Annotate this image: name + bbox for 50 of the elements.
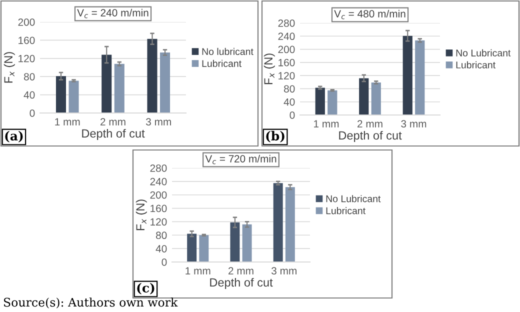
legend-label: No Lubricant bbox=[456, 49, 511, 56]
chart-title: V$_{c}$ = 240 m/min bbox=[77, 8, 148, 18]
legend-label: No Lubricant bbox=[326, 195, 381, 202]
x-tick-label: 3 mm bbox=[146, 118, 171, 126]
x-axis-title: Depth of cut bbox=[82, 128, 145, 140]
y-tick-label: 80 bbox=[156, 232, 167, 240]
y-tick-label: 40 bbox=[156, 245, 167, 252]
legend-label: Lubricant bbox=[456, 61, 496, 68]
x-tick-label: 2 mm bbox=[100, 118, 126, 126]
chart-title: V$_{c}$ = 720 m/min bbox=[205, 154, 276, 164]
y-tick-label: 120 bbox=[278, 72, 295, 80]
y-tick-label: 160 bbox=[278, 58, 295, 66]
y-tick-label: 200 bbox=[278, 46, 295, 54]
y-tick-label: 0 bbox=[30, 110, 35, 117]
y-tick-label: 0 bbox=[290, 112, 295, 119]
x-tick-label: 1 mm bbox=[314, 120, 339, 128]
legend-label: No lubricant bbox=[202, 48, 254, 56]
y-tick-label: 240 bbox=[278, 32, 295, 40]
y-axis-title: F$_{x}$ (N) bbox=[264, 54, 275, 84]
text: (c) bbox=[137, 282, 154, 294]
y-tick-label: 160 bbox=[150, 204, 167, 212]
y-tick-label: 80 bbox=[24, 73, 35, 80]
y-tick-label: 200 bbox=[150, 191, 167, 199]
y-tick-label: 0 bbox=[162, 258, 167, 266]
y-axis-title: F$_{x}$ (N) bbox=[4, 52, 15, 83]
x-tick-label: 2 mm bbox=[228, 267, 254, 274]
y-tick-label: 40 bbox=[24, 91, 35, 99]
y-tick-label: 200 bbox=[18, 18, 35, 26]
y-tick-label: 120 bbox=[150, 218, 167, 226]
y-tick-label: 80 bbox=[284, 85, 295, 93]
x-tick-label: 1 mm bbox=[186, 267, 210, 274]
y-tick-label: 240 bbox=[150, 178, 167, 186]
y-tick-label: 280 bbox=[150, 164, 167, 172]
y-tick-label: 280 bbox=[278, 20, 295, 27]
text: (a) bbox=[5, 130, 23, 142]
source-note: Source(s): Authors own work bbox=[4, 298, 178, 308]
y-tick-label: 160 bbox=[18, 36, 35, 44]
x-tick-label: 1 mm bbox=[55, 118, 80, 126]
y-tick-label: 120 bbox=[18, 54, 35, 62]
x-tick-label: 3 mm bbox=[401, 120, 426, 128]
legend-label: Lubricant bbox=[326, 207, 366, 214]
y-tick-label: 40 bbox=[284, 98, 295, 106]
x-tick-label: 2 mm bbox=[358, 120, 382, 128]
text: (b) bbox=[266, 130, 284, 142]
x-axis-title: Depth of cut bbox=[210, 278, 273, 289]
x-tick-label: 3 mm bbox=[272, 267, 296, 275]
x-axis-title: Depth of cut bbox=[339, 130, 402, 142]
chart-title: V$_{c}$ = 480 m/min bbox=[334, 10, 406, 20]
legend-label: Lubricant bbox=[202, 60, 242, 67]
y-axis-title: F$_{x}$ (N) bbox=[136, 200, 147, 230]
